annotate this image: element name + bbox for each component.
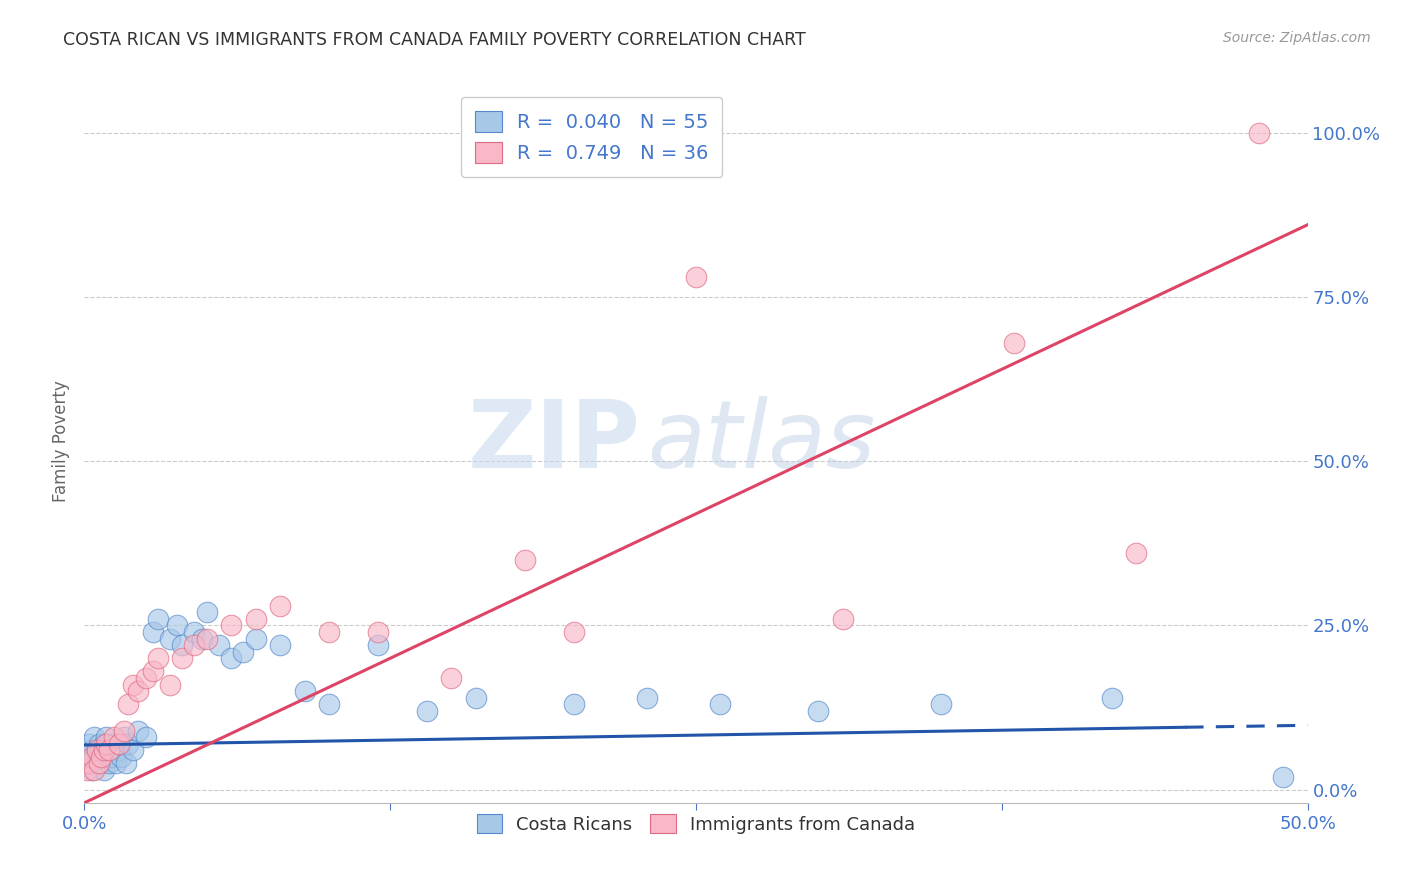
- Point: [208, 638, 231, 652]
- Point: [122, 743, 145, 757]
- Point: [562, 625, 585, 640]
- Point: [318, 698, 340, 712]
- Point: [77, 737, 100, 751]
- Point: [219, 618, 242, 632]
- Point: [97, 756, 120, 771]
- Point: [103, 730, 125, 744]
- Point: [183, 625, 205, 640]
- Point: [172, 651, 194, 665]
- Point: [513, 553, 536, 567]
- Point: [87, 737, 110, 751]
- Point: [166, 618, 188, 632]
- Point: [122, 677, 145, 691]
- Point: [245, 632, 267, 646]
- Point: [367, 638, 389, 652]
- Point: [96, 730, 118, 744]
- Point: [159, 632, 181, 646]
- Point: [318, 625, 340, 640]
- Y-axis label: Family Poverty: Family Poverty: [52, 381, 70, 502]
- Point: [103, 737, 125, 751]
- Point: [80, 743, 103, 757]
- Point: [1002, 336, 1025, 351]
- Point: [367, 625, 389, 640]
- Point: [115, 756, 138, 771]
- Point: [96, 737, 118, 751]
- Point: [76, 763, 98, 777]
- Point: [100, 749, 122, 764]
- Point: [159, 677, 181, 691]
- Point: [146, 612, 169, 626]
- Point: [245, 612, 267, 626]
- Point: [97, 743, 120, 757]
- Point: [93, 737, 115, 751]
- Point: [831, 612, 853, 626]
- Point: [86, 756, 108, 771]
- Point: [112, 730, 135, 744]
- Point: [110, 749, 132, 764]
- Point: [97, 743, 120, 757]
- Point: [195, 632, 218, 646]
- Point: [93, 763, 115, 777]
- Point: [83, 763, 105, 777]
- Point: [440, 671, 463, 685]
- Point: [86, 743, 108, 757]
- Point: [112, 723, 135, 738]
- Point: [269, 638, 291, 652]
- Text: ZIP: ZIP: [468, 395, 641, 488]
- Point: [77, 756, 100, 771]
- Point: [636, 690, 658, 705]
- Point: [416, 704, 439, 718]
- Text: Source: ZipAtlas.com: Source: ZipAtlas.com: [1223, 31, 1371, 45]
- Point: [183, 638, 205, 652]
- Text: COSTA RICAN VS IMMIGRANTS FROM CANADA FAMILY POVERTY CORRELATION CHART: COSTA RICAN VS IMMIGRANTS FROM CANADA FA…: [63, 31, 806, 49]
- Point: [90, 756, 112, 771]
- Point: [127, 684, 149, 698]
- Point: [90, 749, 112, 764]
- Text: atlas: atlas: [647, 396, 876, 487]
- Point: [1247, 126, 1270, 140]
- Point: [83, 730, 105, 744]
- Point: [107, 737, 129, 751]
- Point: [929, 698, 952, 712]
- Point: [127, 723, 149, 738]
- Point: [464, 690, 486, 705]
- Point: [269, 599, 291, 613]
- Point: [146, 651, 169, 665]
- Point: [142, 665, 165, 679]
- Point: [807, 704, 830, 718]
- Point: [93, 743, 115, 757]
- Point: [135, 671, 157, 685]
- Point: [117, 737, 139, 751]
- Point: [90, 743, 112, 757]
- Point: [105, 756, 128, 771]
- Point: [135, 730, 157, 744]
- Point: [191, 632, 214, 646]
- Point: [107, 743, 129, 757]
- Point: [76, 749, 98, 764]
- Point: [685, 270, 707, 285]
- Point: [709, 698, 731, 712]
- Point: [219, 651, 242, 665]
- Point: [294, 684, 316, 698]
- Point: [1272, 770, 1295, 784]
- Point: [80, 749, 103, 764]
- Point: [80, 763, 103, 777]
- Point: [172, 638, 194, 652]
- Point: [232, 645, 254, 659]
- Point: [562, 698, 585, 712]
- Point: [1101, 690, 1123, 705]
- Point: [87, 749, 110, 764]
- Point: [83, 749, 105, 764]
- Legend: Costa Ricans, Immigrants from Canada: Costa Ricans, Immigrants from Canada: [465, 803, 927, 845]
- Point: [96, 749, 118, 764]
- Point: [142, 625, 165, 640]
- Point: [87, 756, 110, 771]
- Point: [1125, 546, 1147, 560]
- Point: [77, 756, 100, 771]
- Point: [86, 743, 108, 757]
- Point: [195, 605, 218, 619]
- Point: [117, 698, 139, 712]
